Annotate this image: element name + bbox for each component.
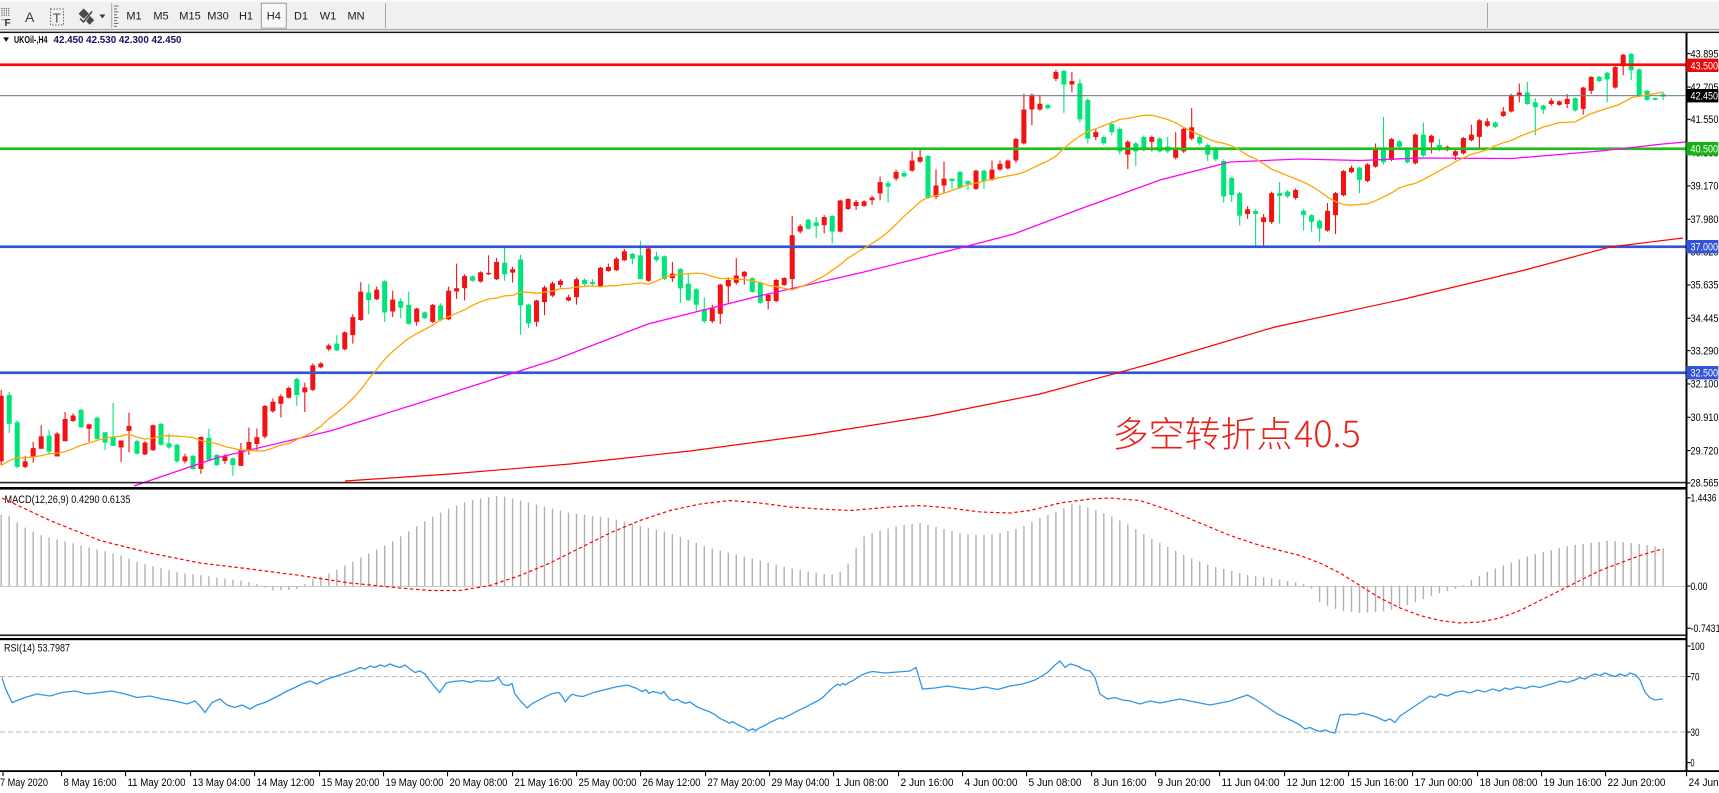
svg-text:7 May 2020: 7 May 2020 [0,777,48,789]
svg-text:30: 30 [1691,727,1700,739]
svg-text:D1: D1 [294,11,308,23]
svg-text:0: 0 [1691,757,1695,769]
svg-text:42.450 42.530 42.300 42.450: 42.450 42.530 42.300 42.450 [54,34,182,46]
svg-text:29.720: 29.720 [1691,445,1719,457]
svg-text:43.500: 43.500 [1691,60,1719,72]
svg-text:17 Jun 00:00: 17 Jun 00:00 [1415,777,1473,789]
svg-text:39.170: 39.170 [1691,181,1719,193]
svg-text:12 Jun 12:00: 12 Jun 12:00 [1287,777,1345,789]
svg-text:A: A [25,9,35,25]
svg-text:35.635: 35.635 [1691,280,1719,292]
svg-text:21 May 16:00: 21 May 16:00 [515,777,573,789]
svg-text:9 Jun 20:00: 9 Jun 20:00 [1158,777,1211,789]
svg-text:32.500: 32.500 [1691,368,1719,380]
svg-text:1 Jun 08:00: 1 Jun 08:00 [836,777,889,789]
svg-text:14 May 12:00: 14 May 12:00 [257,777,315,789]
svg-text:1.4436: 1.4436 [1691,493,1717,505]
svg-text:19 May 00:00: 19 May 00:00 [386,777,444,789]
svg-text:37.000: 37.000 [1691,242,1719,254]
svg-text:15 Jun 16:00: 15 Jun 16:00 [1351,777,1409,789]
svg-text:27 May 20:00: 27 May 20:00 [708,777,766,789]
svg-text:43.895: 43.895 [1691,48,1719,60]
svg-text:22 Jun 20:00: 22 Jun 20:00 [1608,777,1666,789]
svg-text:70: 70 [1691,671,1700,683]
svg-text:8 Jun 16:00: 8 Jun 16:00 [1094,777,1147,789]
svg-text:T: T [53,12,61,26]
svg-text:M5: M5 [153,11,168,23]
svg-text:29 May 04:00: 29 May 04:00 [772,777,830,789]
svg-text:13 May 04:00: 13 May 04:00 [193,777,251,789]
svg-text:30.910: 30.910 [1691,412,1719,424]
svg-text:8 May 16:00: 8 May 16:00 [64,777,117,789]
svg-text:26 May 12:00: 26 May 12:00 [643,777,701,789]
svg-text:19 Jun 16:00: 19 Jun 16:00 [1544,777,1602,789]
svg-text:M15: M15 [179,11,200,23]
svg-text:M1: M1 [126,11,141,23]
svg-text:H4: H4 [267,11,281,23]
svg-text:18 Jun 08:00: 18 Jun 08:00 [1480,777,1538,789]
svg-text:0.00: 0.00 [1691,581,1708,593]
svg-text:W1: W1 [320,11,337,23]
svg-text:33.290: 33.290 [1691,345,1719,357]
svg-text:MACD(12,26,9) 0.4290 0.6135: MACD(12,26,9) 0.4290 0.6135 [4,494,130,506]
svg-text:100: 100 [1691,641,1705,653]
svg-text:F: F [5,18,11,29]
svg-text:42.450: 42.450 [1691,91,1719,103]
svg-text:-0.7431: -0.7431 [1691,623,1719,635]
svg-text:24 Jun 00:00: 24 Jun 00:00 [1689,777,1719,789]
svg-text:37.980: 37.980 [1691,214,1719,226]
svg-text:H1: H1 [239,11,253,23]
svg-text:11 Jun 04:00: 11 Jun 04:00 [1222,777,1280,789]
svg-text:MN: MN [347,11,364,23]
svg-text:2 Jun 16:00: 2 Jun 16:00 [901,777,954,789]
svg-text:M30: M30 [207,11,228,23]
svg-text:40.500: 40.500 [1691,144,1719,156]
svg-text:UKOil-,H4: UKOil-,H4 [14,34,48,46]
svg-text:34.445: 34.445 [1691,313,1719,325]
svg-text:4 Jun 00:00: 4 Jun 00:00 [965,777,1018,789]
svg-text:41.550: 41.550 [1691,114,1719,126]
svg-text:15 May 20:00: 15 May 20:00 [322,777,380,789]
svg-text:28.565: 28.565 [1691,478,1719,490]
svg-text:25 May 00:00: 25 May 00:00 [579,777,637,789]
svg-text:RSI(14) 53.7987: RSI(14) 53.7987 [4,643,70,655]
svg-text:11 May 20:00: 11 May 20:00 [128,777,186,789]
svg-text:32.100: 32.100 [1691,379,1719,391]
svg-text:20 May 08:00: 20 May 08:00 [450,777,508,789]
svg-text:5 Jun 08:00: 5 Jun 08:00 [1029,777,1082,789]
